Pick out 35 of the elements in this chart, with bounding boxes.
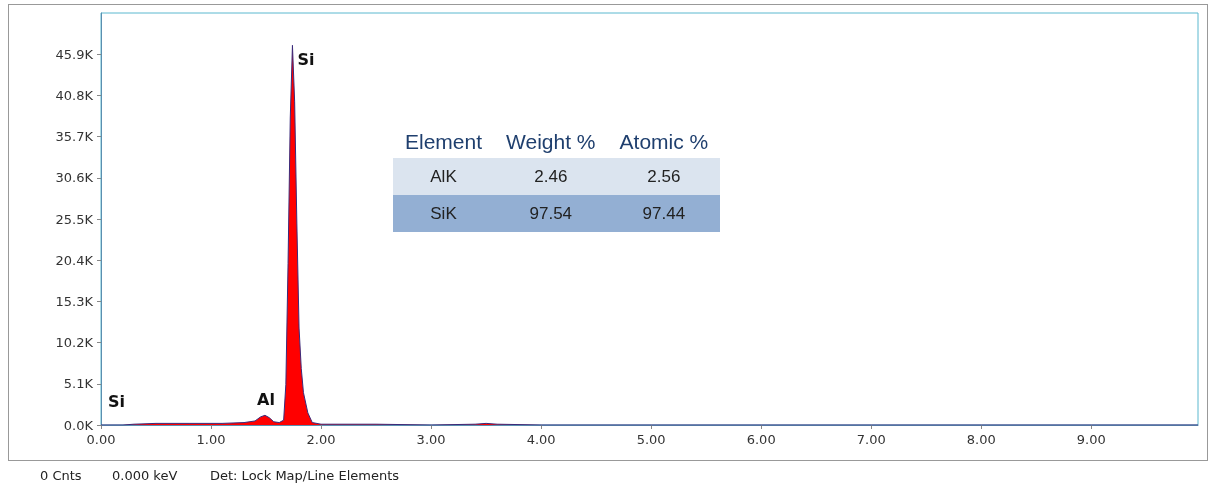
text: 0 Cnts — [40, 468, 82, 483]
x-tick-label: 0.00 — [86, 432, 116, 447]
data-label: 97.54 — [494, 195, 608, 232]
x-tick-label: 6.00 — [746, 432, 776, 447]
text: Det: Lock Map/Line Elements — [210, 468, 400, 483]
x-tick-label: 4.00 — [526, 432, 556, 447]
x-tick-label: 7.00 — [856, 432, 886, 447]
y-tick-label: 45.9K — [55, 46, 94, 62]
series-label: Weight % — [505, 130, 597, 155]
data-label: 2.46 — [494, 158, 608, 195]
category-label: SiK — [393, 195, 495, 232]
y-tick-label: 25.5K — [55, 211, 94, 227]
x-tick-label: 5.00 — [636, 432, 666, 447]
text: 0.000 keV — [112, 468, 178, 483]
x-tick-label: 3.00 — [416, 432, 446, 447]
y-tick-label: 20.4K — [55, 252, 94, 268]
y-tick-label: 10.2K — [55, 335, 94, 351]
y-tick-label: 35.7K — [55, 129, 94, 145]
y-tick-label: 30.6K — [55, 170, 94, 186]
text: Element — [404, 130, 484, 155]
y-tick-label: 40.8K — [55, 87, 94, 103]
y-tick-label: 15.3K — [55, 293, 94, 309]
x-tick-label: 9.00 — [1076, 432, 1106, 447]
annotation: Si — [297, 49, 315, 69]
category-label: AlK — [393, 158, 495, 195]
x-tick-label: 1.00 — [196, 432, 226, 447]
annotation: Si — [108, 392, 126, 411]
x-tick-label: 8.00 — [966, 432, 996, 447]
data-label: 2.56 — [607, 158, 721, 195]
x-tick-label: 2.00 — [306, 432, 336, 447]
series-label: Atomic % — [618, 130, 710, 155]
y-tick-label: 5.1K — [63, 376, 94, 392]
data-label: 97.44 — [607, 195, 721, 232]
annotation: Al — [257, 389, 275, 409]
y-tick-label: 0.0K — [63, 417, 94, 433]
